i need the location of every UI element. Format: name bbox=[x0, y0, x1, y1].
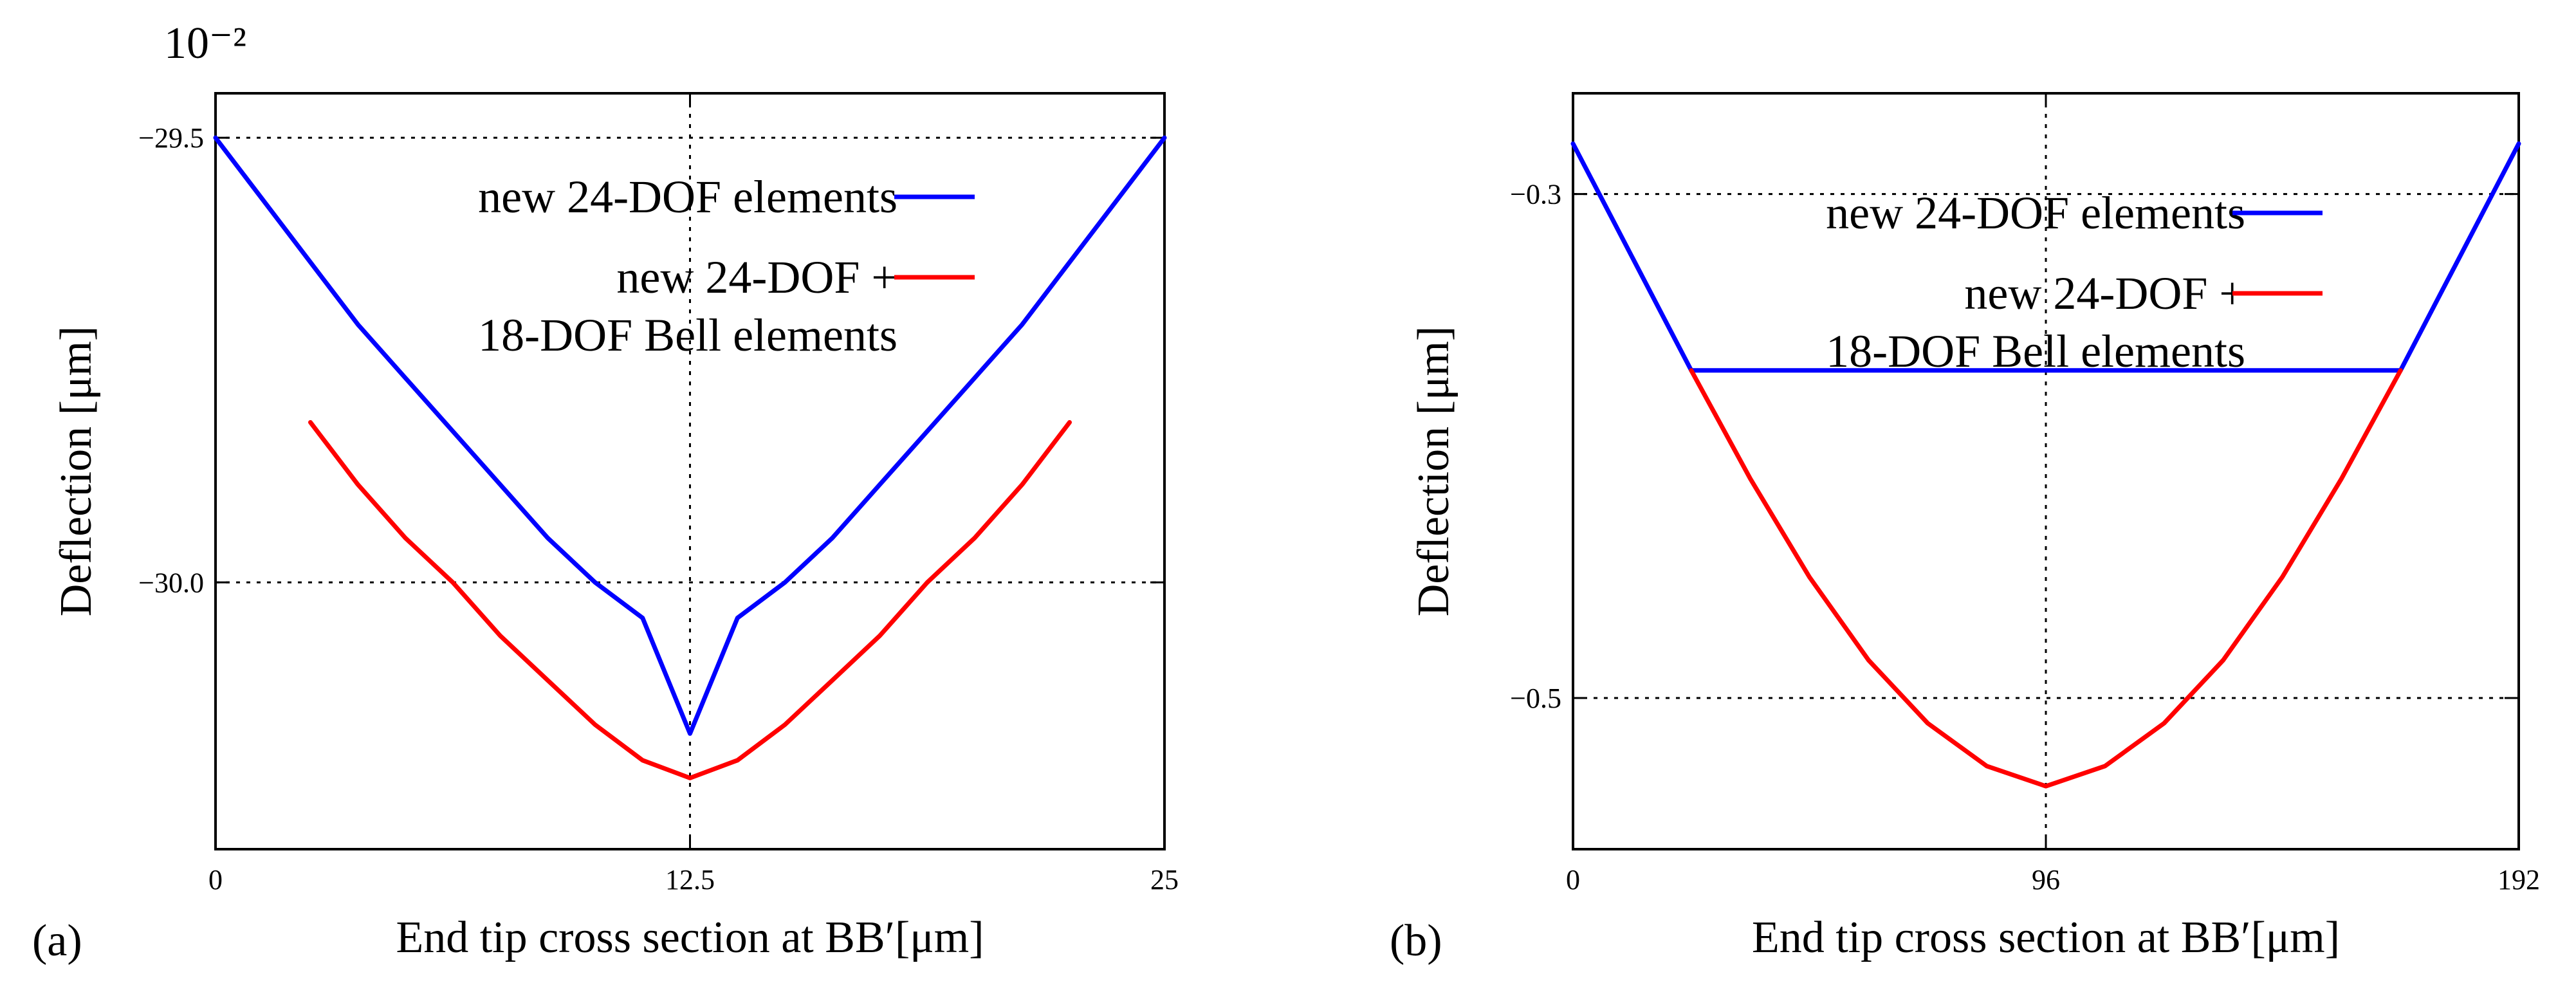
series-line-1 bbox=[213, 135, 1167, 736]
y-axis-label: Deflection [μm] bbox=[51, 326, 101, 617]
y-tick-label: −0.5 bbox=[1510, 683, 1561, 714]
x-tick-label: 0 bbox=[208, 864, 223, 896]
axis-exponent-label: 10⁻² bbox=[164, 19, 246, 68]
legend-label: new 24-DOF elements bbox=[1826, 187, 2245, 239]
series-line-2 bbox=[1689, 368, 2403, 789]
panel-label: (a) bbox=[32, 916, 82, 966]
y-tick-label: −0.3 bbox=[1510, 179, 1561, 210]
chart-panel-b: 0 96 192 −0.3 −0.5 new 24-DOF elements new 24-… bbox=[1390, 92, 2540, 966]
x-tick-label: 192 bbox=[2498, 864, 2540, 896]
x-tick-label: 25 bbox=[1150, 864, 1179, 896]
y-axis-label: Deflection [μm] bbox=[1409, 326, 1458, 617]
series-line-1 bbox=[1570, 141, 2521, 373]
chart-panel-a: 0 12.5 25 −29.5 −30.0 new 24-DOF elements new … bbox=[32, 19, 1179, 966]
x-tick-label: 12.5 bbox=[665, 864, 715, 896]
legend-label: new 24-DOF elements bbox=[478, 171, 897, 223]
x-axis-label: End tip cross section at BB′[μm] bbox=[396, 913, 984, 962]
legend-label: 18-DOF Bell elements bbox=[1826, 326, 2245, 377]
x-tick-label: 0 bbox=[1566, 864, 1580, 896]
x-axis-label: End tip cross section at BB′[μm] bbox=[1752, 913, 2340, 962]
legend-label: new 24-DOF + bbox=[1964, 268, 2245, 319]
x-tick-label: 96 bbox=[2032, 864, 2060, 896]
y-tick-label: −30.0 bbox=[138, 567, 204, 598]
series-line-2 bbox=[308, 420, 1072, 780]
y-tick-label: −29.5 bbox=[138, 122, 204, 154]
legend-label: 18-DOF Bell elements bbox=[478, 309, 897, 361]
legend-label: new 24-DOF + bbox=[616, 252, 897, 303]
panel-label: (b) bbox=[1390, 916, 1442, 966]
